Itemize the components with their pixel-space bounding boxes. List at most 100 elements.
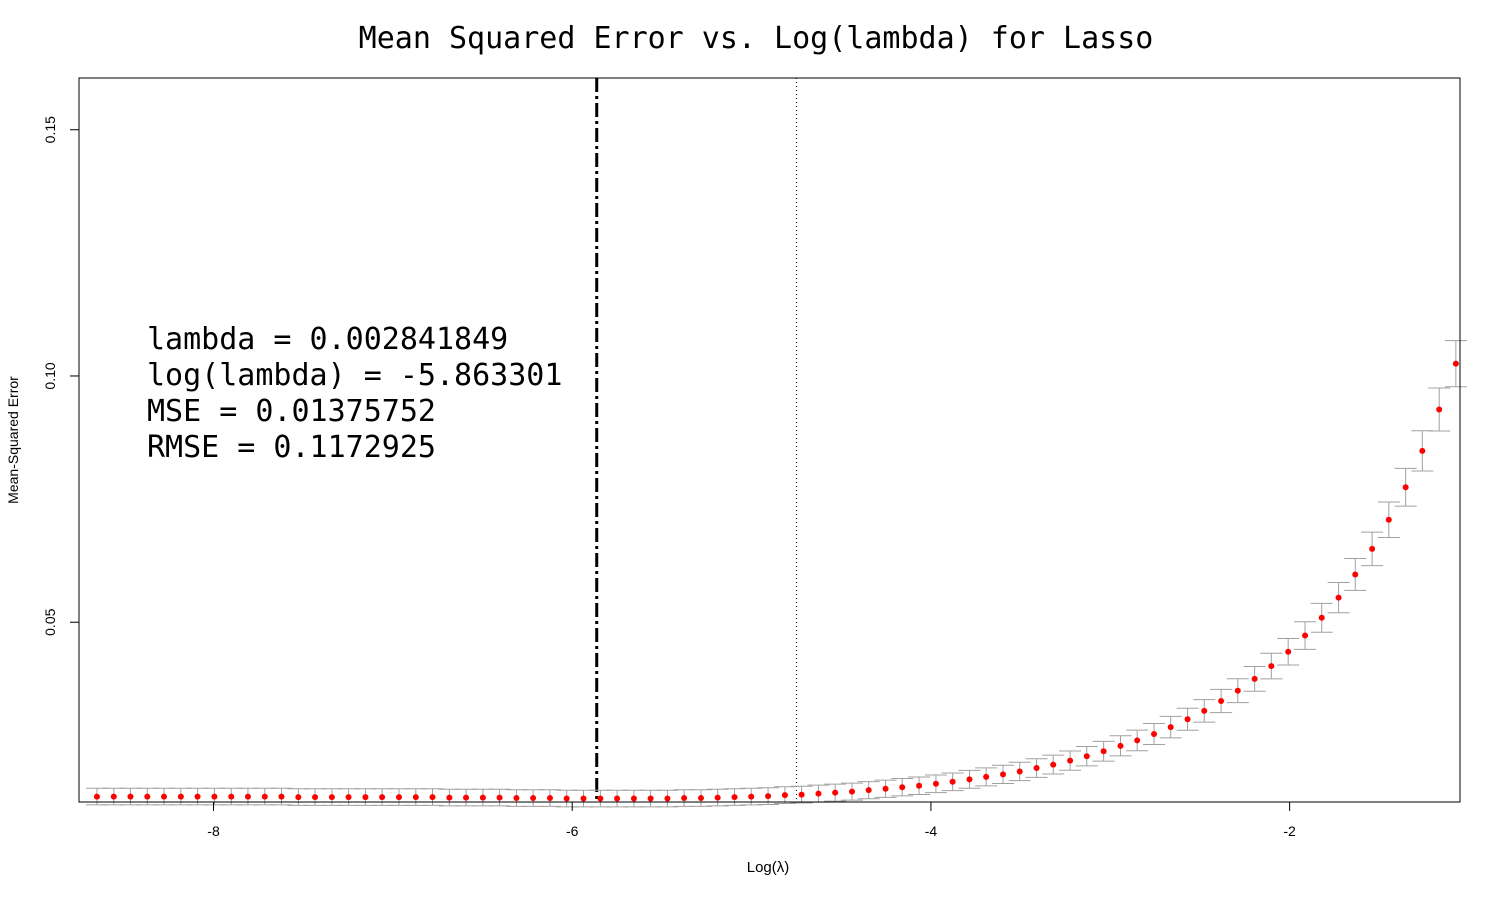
data-point bbox=[530, 795, 537, 802]
data-point bbox=[177, 793, 184, 800]
data-point bbox=[1184, 716, 1191, 723]
data-point bbox=[882, 785, 889, 792]
data-point bbox=[211, 793, 218, 800]
data-point bbox=[563, 795, 570, 802]
data-point bbox=[278, 793, 285, 800]
data-point bbox=[446, 794, 453, 801]
y-tick-label: 0.15 bbox=[42, 116, 58, 143]
data-point bbox=[1100, 748, 1107, 755]
x-axis-label: Log(λ) bbox=[747, 859, 790, 876]
data-point bbox=[429, 794, 436, 801]
data-point bbox=[614, 795, 621, 802]
plot-area bbox=[85, 78, 1467, 808]
data-point bbox=[1117, 742, 1124, 749]
data-point bbox=[983, 773, 990, 780]
data-point bbox=[832, 789, 839, 796]
data-point bbox=[932, 780, 939, 787]
data-point bbox=[312, 794, 319, 801]
data-point bbox=[496, 794, 503, 801]
data-point bbox=[697, 795, 704, 802]
data-point bbox=[1218, 698, 1225, 705]
data-point bbox=[1452, 360, 1459, 367]
data-point bbox=[765, 793, 772, 800]
data-point bbox=[1385, 516, 1392, 523]
data-point bbox=[345, 794, 352, 801]
data-point bbox=[865, 787, 872, 794]
data-point bbox=[815, 790, 822, 797]
data-point bbox=[1318, 614, 1325, 621]
y-tick-label: 0.10 bbox=[42, 362, 58, 389]
data-point bbox=[93, 793, 100, 800]
data-point bbox=[1335, 594, 1342, 601]
data-point bbox=[597, 795, 604, 802]
data-point bbox=[1436, 406, 1443, 413]
data-point bbox=[681, 795, 688, 802]
data-point bbox=[546, 795, 553, 802]
data-point bbox=[328, 794, 335, 801]
data-point bbox=[110, 793, 117, 800]
y-tick-label: 0.05 bbox=[42, 608, 58, 635]
axes: -8 -6 -4 -2 0.05 0.10 0.15 bbox=[42, 116, 1296, 839]
data-point bbox=[580, 795, 587, 802]
data-point bbox=[647, 795, 654, 802]
data-point bbox=[295, 794, 302, 801]
data-point bbox=[228, 793, 235, 800]
data-point bbox=[395, 794, 402, 801]
annotation-line: lambda = 0.002841849 bbox=[147, 322, 508, 357]
data-point bbox=[1151, 731, 1158, 738]
data-point bbox=[1067, 757, 1074, 764]
y-axis-label: Mean-Squared Error bbox=[5, 376, 21, 504]
data-point bbox=[1134, 737, 1141, 744]
x-tick-label: -8 bbox=[207, 823, 220, 839]
data-point bbox=[949, 778, 956, 785]
x-tick-label: -2 bbox=[1283, 823, 1296, 839]
x-tick-label: -6 bbox=[566, 823, 579, 839]
data-point bbox=[630, 795, 637, 802]
data-point bbox=[664, 795, 671, 802]
data-point bbox=[1352, 571, 1359, 578]
x-tick-label: -4 bbox=[925, 823, 938, 839]
data-point bbox=[1033, 765, 1040, 772]
data-point bbox=[144, 793, 151, 800]
data-point bbox=[479, 794, 486, 801]
data-point bbox=[1083, 753, 1090, 760]
data-point bbox=[1369, 545, 1376, 552]
data-point bbox=[513, 795, 520, 802]
data-point bbox=[362, 794, 369, 801]
annotation-line: MSE = 0.01375752 bbox=[147, 394, 436, 429]
data-point bbox=[1419, 447, 1426, 454]
chart-title: Mean Squared Error vs. Log(lambda) for L… bbox=[359, 21, 1154, 56]
data-point bbox=[1285, 648, 1292, 655]
data-point bbox=[161, 793, 168, 800]
data-point bbox=[463, 794, 470, 801]
plot-frame bbox=[78, 77, 1461, 803]
data-point bbox=[1016, 768, 1023, 775]
data-point bbox=[1201, 707, 1208, 714]
data-point bbox=[781, 792, 788, 799]
data-point bbox=[1234, 687, 1241, 694]
data-point bbox=[261, 793, 268, 800]
data-point bbox=[194, 793, 201, 800]
data-point bbox=[916, 782, 923, 789]
data-point bbox=[412, 794, 419, 801]
data-point bbox=[1268, 663, 1275, 670]
data-point bbox=[1050, 761, 1057, 768]
data-point bbox=[127, 793, 134, 800]
data-point bbox=[379, 794, 386, 801]
data-point bbox=[1251, 675, 1258, 682]
data-point bbox=[748, 793, 755, 800]
data-point bbox=[1402, 484, 1409, 491]
data-point bbox=[849, 788, 856, 795]
annotation-line: RMSE = 0.1172925 bbox=[147, 430, 436, 465]
data-point bbox=[731, 794, 738, 801]
data-point bbox=[798, 791, 805, 798]
data-point bbox=[1000, 771, 1007, 778]
data-point bbox=[244, 793, 251, 800]
data-point bbox=[1167, 724, 1174, 731]
annotation-line: log(lambda) = -5.863301 bbox=[147, 358, 562, 393]
data-point bbox=[714, 794, 721, 801]
data-point bbox=[899, 784, 906, 791]
